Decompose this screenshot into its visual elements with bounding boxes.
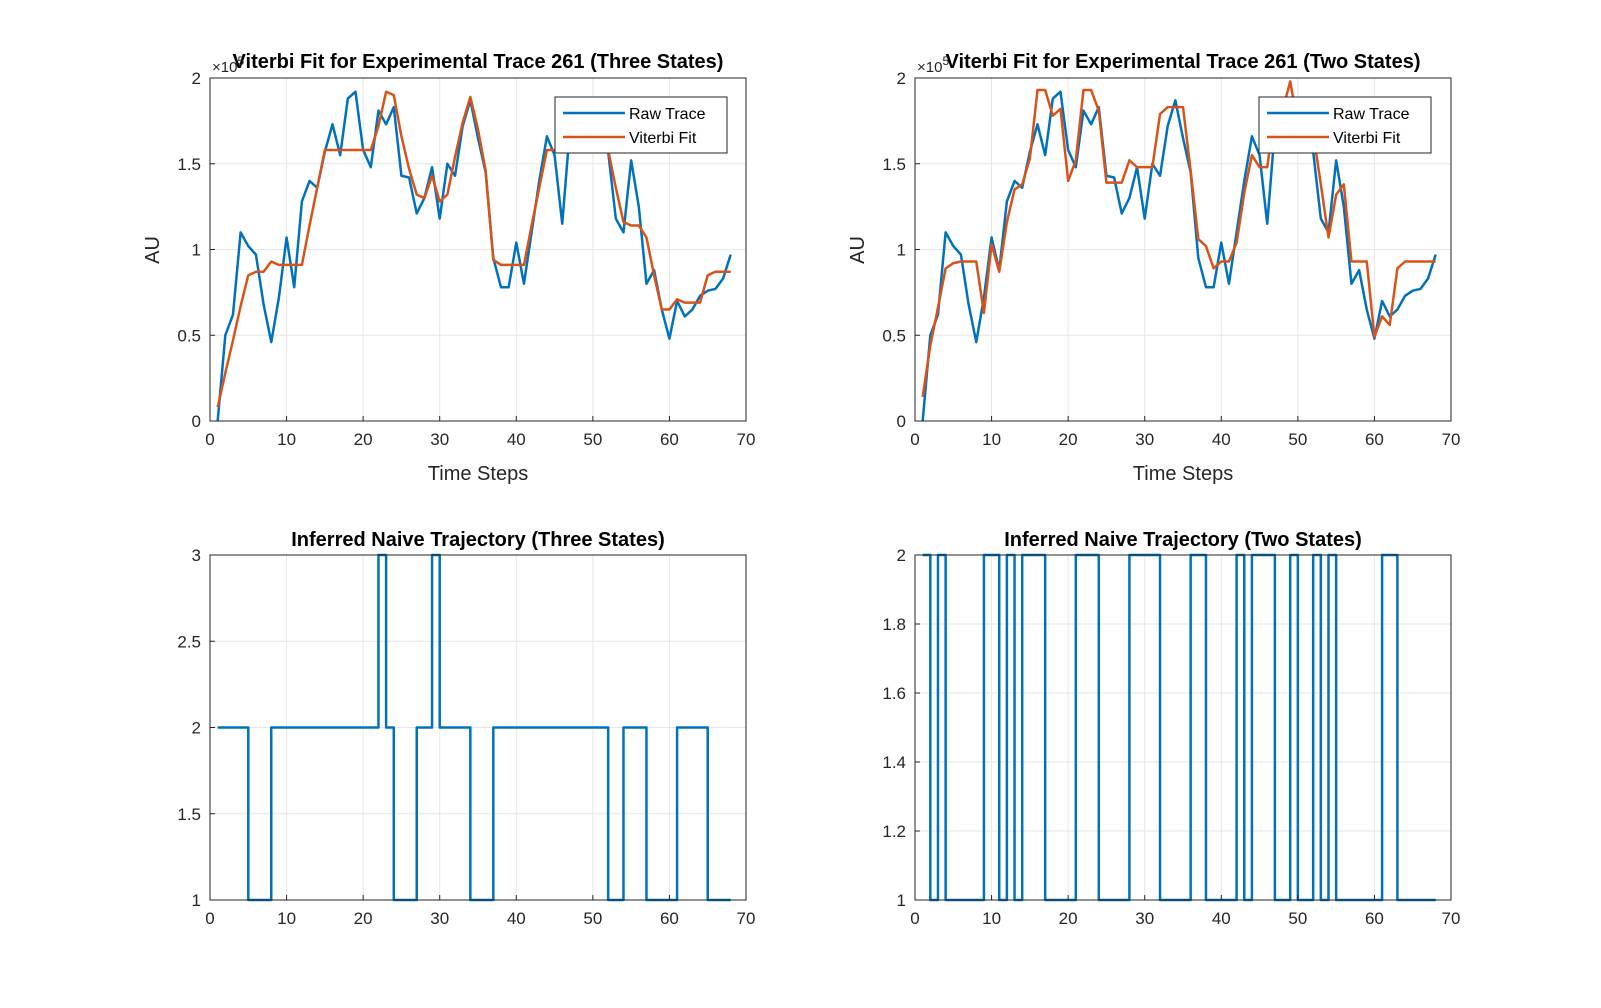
y-axis-label: AU: [847, 236, 869, 264]
x-tick-label: 50: [583, 430, 602, 449]
y-tick-label: 2: [897, 546, 906, 565]
x-tick-label: 0: [205, 909, 214, 928]
x-tick-label: 20: [354, 430, 373, 449]
x-tick-label: 50: [583, 909, 602, 928]
series-layer: [216, 90, 732, 422]
x-tick-label: 60: [1365, 430, 1384, 449]
legend-label-raw-trace: Raw Trace: [1333, 106, 1410, 123]
y-tick-label: 1: [897, 241, 906, 260]
series-line-viterbi-fit: [216, 90, 731, 408]
x-tick-label: 40: [1212, 430, 1231, 449]
y-tick-label: 0.5: [882, 326, 906, 345]
x-tick-label: 10: [982, 430, 1001, 449]
chart-title: Viterbi Fit for Experimental Trace 261 (…: [946, 51, 1421, 73]
x-tick-label: 70: [737, 430, 756, 449]
chart-title: Viterbi Fit for Experimental Trace 261 (…: [233, 51, 724, 73]
y-tick-label: 1: [192, 241, 201, 260]
x-tick-label: 40: [507, 430, 526, 449]
x-tick-label: 30: [430, 430, 449, 449]
legend: Raw Trace Viterbi Fit: [1258, 96, 1432, 154]
y-axis-exponent: ×105: [212, 54, 244, 76]
x-tick-label: 70: [1442, 909, 1461, 928]
x-tick-label: 60: [1365, 909, 1384, 928]
series-line-viterbi-fit: [921, 80, 1436, 398]
x-axis-label: Time Steps: [1133, 463, 1233, 485]
x-tick-label: 30: [1135, 909, 1154, 928]
x-tick-label: 10: [277, 430, 296, 449]
y-tick-label: 0: [897, 412, 906, 431]
y-tick-label: 1.4: [882, 753, 906, 772]
y-tick-label: 3: [192, 546, 201, 565]
x-tick-label: 70: [1442, 430, 1461, 449]
y-tick-label: 1.8: [882, 615, 906, 634]
series-line-trajectory: [922, 553, 1436, 902]
y-tick-label: 2.5: [177, 632, 201, 651]
legend-box: [1258, 96, 1432, 154]
y-tick-label: 2: [192, 719, 201, 738]
y-tick-label: 2: [192, 69, 201, 88]
series-line-raw-trace: [216, 90, 732, 422]
y-tick-label: 0.5: [177, 326, 201, 345]
x-tick-label: 30: [430, 909, 449, 928]
subplot-three-states-trajectory: Inferred Naive Trajectory (Three States)…: [177, 529, 755, 928]
tick-layer: 0 10 20 30 40 50 60 70 0 0.5 1 1.5 2: [177, 69, 755, 449]
legend-label-viterbi-fit: Viterbi Fit: [629, 130, 697, 147]
subplot-three-states-fit: Viterbi Fit for Experimental Trace 261 (…: [142, 51, 755, 485]
x-tick-label: 40: [507, 909, 526, 928]
y-tick-label: 2: [897, 69, 906, 88]
y-tick-label: 0: [192, 412, 201, 431]
subplot-two-states-fit: Viterbi Fit for Experimental Trace 261 (…: [847, 51, 1460, 485]
x-tick-label: 10: [982, 909, 1001, 928]
y-tick-label: 1.6: [882, 684, 906, 703]
x-tick-label: 20: [1059, 430, 1078, 449]
tick-layer: 0 10 20 30 40 50 60 70 1 1.5 2 2.5 3: [177, 546, 755, 928]
x-tick-label: 20: [1059, 909, 1078, 928]
legend-label-viterbi-fit: Viterbi Fit: [1333, 130, 1401, 147]
series-layer: [921, 80, 1437, 422]
legend-label-raw-trace: Raw Trace: [629, 106, 706, 123]
y-axis-exponent: ×105: [917, 54, 949, 76]
x-tick-label: 0: [205, 430, 214, 449]
x-tick-label: 40: [1212, 909, 1231, 928]
series-line-trajectory: [217, 553, 731, 902]
subplot-two-states-trajectory: Inferred Naive Trajectory (Two States) 0…: [882, 529, 1460, 928]
tick-layer: 0 10 20 30 40 50 60 70 0 0.5 1 1.5 2: [882, 69, 1460, 449]
y-tick-label: 1.5: [882, 155, 906, 174]
x-tick-label: 50: [1288, 430, 1307, 449]
x-tick-label: 0: [910, 909, 919, 928]
series-layer: [217, 553, 731, 902]
grid: [914, 554, 1452, 901]
legend: Raw Trace Viterbi Fit: [554, 96, 728, 154]
y-tick-label: 1: [192, 891, 201, 910]
x-tick-label: 10: [277, 909, 296, 928]
x-tick-label: 50: [1288, 909, 1307, 928]
x-axis-label: Time Steps: [428, 463, 528, 485]
y-tick-label: 1.5: [177, 155, 201, 174]
y-tick-label: 1.5: [177, 805, 201, 824]
x-tick-label: 0: [910, 430, 919, 449]
series-layer: [922, 553, 1436, 902]
x-tick-label: 60: [660, 430, 679, 449]
y-tick-label: 1.2: [882, 822, 906, 841]
y-axis-label: AU: [142, 236, 164, 264]
x-tick-label: 30: [1135, 430, 1154, 449]
axes-box: [914, 554, 1452, 901]
series-line-raw-trace: [921, 90, 1437, 422]
x-tick-label: 60: [660, 909, 679, 928]
chart-title: Inferred Naive Trajectory (Two States): [1004, 529, 1362, 551]
y-tick-label: 1: [897, 891, 906, 910]
x-tick-label: 70: [737, 909, 756, 928]
tick-layer: 0 10 20 30 40 50 60 70 1 1.2 1.4 1.6 1.8 2: [882, 546, 1460, 928]
legend-box: [554, 96, 728, 154]
chart-title: Inferred Naive Trajectory (Three States): [291, 529, 664, 551]
x-tick-label: 20: [354, 909, 373, 928]
